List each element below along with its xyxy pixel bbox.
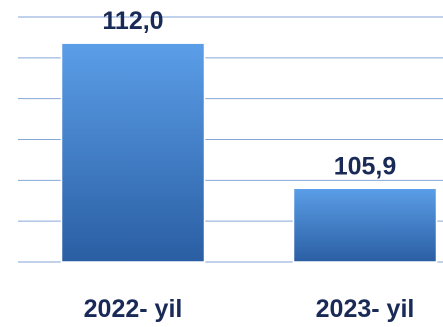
- x-tick-label: 2022- yil: [84, 295, 183, 323]
- data-labels: 112,0 105,9: [102, 7, 396, 180]
- bar: [292, 187, 438, 263]
- data-label: 105,9: [334, 152, 397, 180]
- x-axis-tick-labels: 2022- yil 2023- yil: [84, 295, 415, 323]
- bar: [60, 42, 206, 263]
- bars: [60, 42, 438, 263]
- data-label: 112,0: [102, 7, 163, 35]
- x-tick-label: 2023- yil: [316, 295, 415, 323]
